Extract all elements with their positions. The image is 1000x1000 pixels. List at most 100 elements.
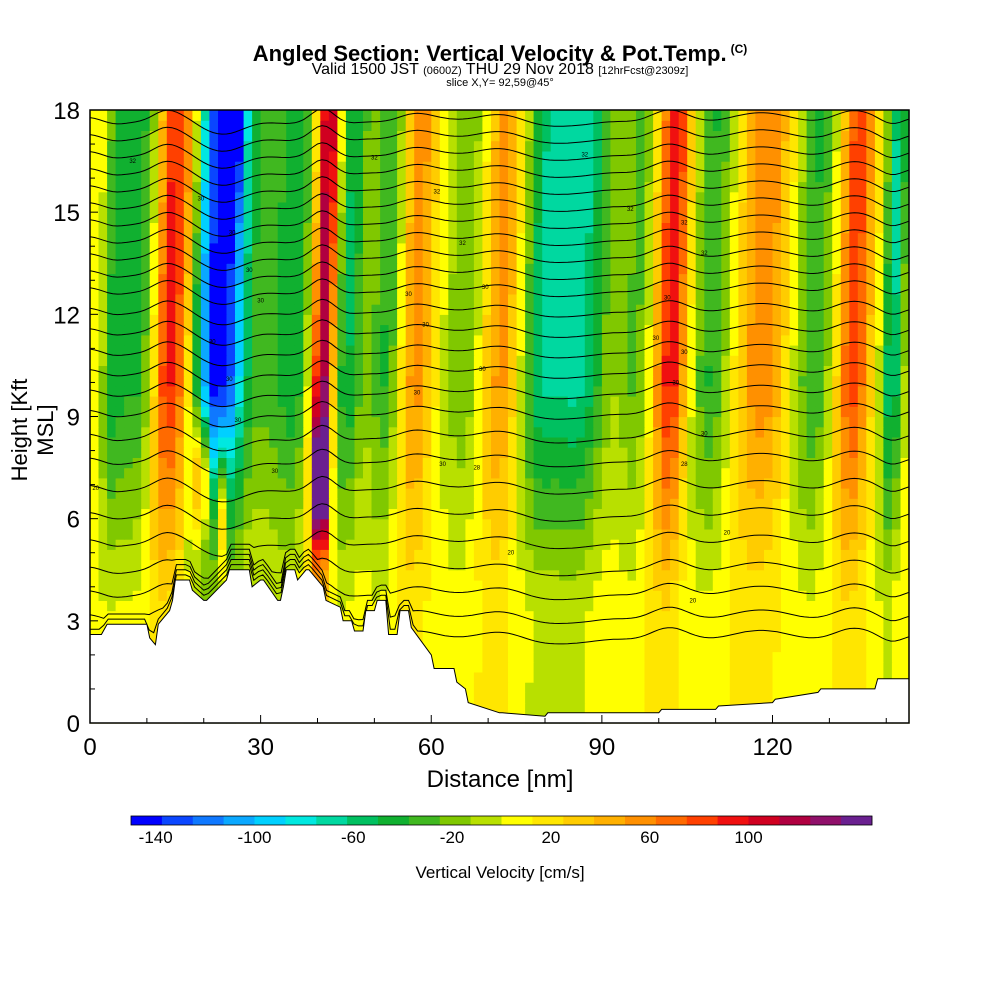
heatmap-cell — [107, 477, 117, 489]
heatmap-cell — [601, 365, 611, 377]
heatmap-cell — [550, 324, 560, 336]
heatmap-cell — [550, 580, 560, 591]
heatmap-cell — [798, 375, 808, 387]
heatmap-cell — [388, 242, 398, 254]
heatmap-cell — [243, 477, 253, 489]
heatmap-cell — [380, 365, 390, 377]
heatmap-cell — [124, 590, 134, 601]
heatmap-cell — [823, 671, 833, 683]
heatmap-cell — [124, 396, 134, 407]
heatmap-cell — [414, 518, 424, 530]
heatmap-cell — [610, 426, 620, 438]
heatmap-cell — [286, 304, 296, 315]
heatmap-cell — [601, 416, 611, 428]
heatmap-cell — [226, 334, 236, 346]
heatmap-cell — [363, 416, 373, 428]
heatmap-cell — [542, 191, 552, 203]
heatmap-cell — [712, 610, 722, 622]
heatmap-cell — [124, 293, 134, 305]
heatmap-cell — [815, 498, 825, 509]
heatmap-cell — [363, 304, 373, 315]
heatmap-cell — [439, 273, 449, 285]
heatmap-cell — [124, 610, 134, 622]
heatmap-cell — [670, 334, 680, 346]
heatmap-cell — [397, 518, 407, 530]
heatmap-cell — [422, 293, 432, 305]
heatmap-cell — [900, 365, 910, 377]
heatmap-cell — [482, 232, 492, 244]
heatmap-cell — [482, 590, 492, 601]
heatmap-cell — [584, 600, 594, 612]
heatmap-cell — [516, 355, 526, 366]
heatmap-cell — [823, 620, 833, 632]
heatmap-cell — [508, 365, 518, 377]
heatmap-cell — [98, 539, 108, 550]
heatmap-cell — [610, 406, 620, 418]
heatmap-cell — [277, 375, 287, 387]
heatmap-cell — [115, 426, 125, 438]
heatmap-cell — [277, 467, 287, 479]
heatmap-cell — [405, 600, 415, 612]
heatmap-cell — [200, 385, 210, 397]
heatmap-cell — [525, 406, 535, 418]
heatmap-cell — [439, 457, 449, 469]
heatmap-cell — [678, 232, 688, 244]
heatmap-cell — [559, 610, 569, 622]
heatmap-cell — [107, 314, 117, 326]
heatmap-cell — [158, 212, 168, 223]
heatmap-cell — [320, 406, 330, 418]
heatmap-cell — [874, 191, 884, 203]
heatmap-cell — [772, 304, 782, 315]
heatmap-cell — [712, 436, 722, 448]
heatmap-cell — [405, 610, 415, 622]
heatmap-cell — [166, 253, 176, 264]
heatmap-cell — [422, 641, 432, 653]
heatmap-cell — [98, 375, 108, 387]
heatmap-cell — [576, 467, 586, 479]
heatmap-cell — [636, 651, 646, 663]
heatmap-cell — [380, 477, 390, 489]
heatmap-cell — [712, 467, 722, 479]
heatmap-cell — [755, 212, 765, 223]
heatmap-cell — [559, 375, 569, 387]
heatmap-cell — [721, 202, 731, 213]
heatmap-cell — [328, 467, 338, 479]
heatmap-cell — [550, 253, 560, 264]
heatmap-cell — [345, 273, 355, 285]
heatmap-cell — [874, 447, 884, 458]
heatmap-cell — [98, 365, 108, 377]
heatmap-cell — [806, 661, 816, 673]
heatmap-cell — [678, 242, 688, 254]
heatmap-cell — [252, 222, 262, 234]
heatmap-cell — [439, 375, 449, 387]
heatmap-cell — [243, 232, 253, 244]
heatmap-cell — [601, 396, 611, 407]
heatmap-cell — [218, 508, 228, 520]
heatmap-cell — [431, 416, 441, 428]
heatmap-cell — [687, 692, 697, 704]
heatmap-cell — [218, 345, 228, 356]
heatmap-cell — [499, 549, 509, 561]
heatmap-cell — [601, 549, 611, 561]
heatmap-cell — [644, 212, 654, 223]
heatmap-cell — [687, 641, 697, 653]
heatmap-cell — [465, 314, 475, 326]
heatmap-cell — [218, 457, 228, 469]
heatmap-cell — [192, 508, 202, 520]
heatmap-cell — [559, 324, 569, 336]
heatmap-cell — [260, 406, 270, 418]
heatmap-cell — [559, 242, 569, 254]
heatmap-cell — [576, 273, 586, 285]
heatmap-cell — [678, 528, 688, 540]
heatmap-cell — [678, 447, 688, 458]
heatmap-cell — [98, 202, 108, 213]
heatmap-cell — [175, 416, 185, 428]
heatmap-cell — [610, 580, 620, 591]
heatmap-cell — [576, 396, 586, 407]
heatmap-cell — [661, 365, 671, 377]
heatmap-cell — [729, 641, 739, 653]
heatmap-cell — [363, 467, 373, 479]
heatmap-cell — [115, 222, 125, 234]
heatmap-cell — [397, 242, 407, 254]
heatmap-cell — [857, 375, 867, 387]
